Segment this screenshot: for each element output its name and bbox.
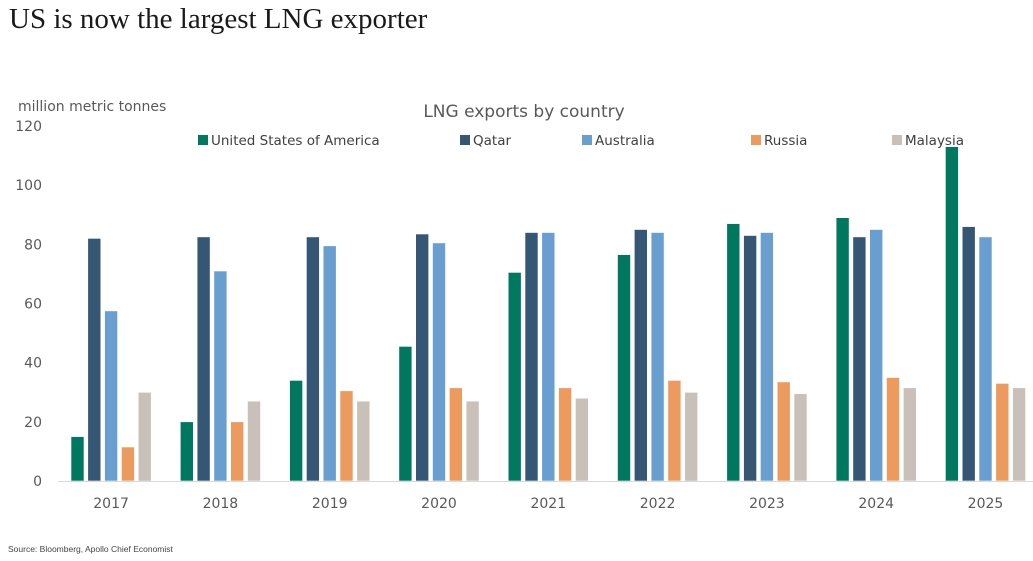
bar-australia-2024: [869, 229, 884, 482]
bar-australia-2020: [432, 242, 446, 482]
x-tick-label: 2025: [968, 496, 1004, 512]
bar-malaysia-2019: [356, 400, 371, 482]
bar-qatar-2021: [524, 232, 539, 482]
bar-russia-2019: [339, 390, 354, 482]
y-axis: 0 20 40 60 80 100 120: [15, 119, 42, 490]
x-tick-label: 2022: [640, 496, 676, 512]
x-tick-label: 2019: [312, 496, 348, 512]
bar-united-states-of-america-2023: [726, 223, 741, 482]
source-note: Source: Bloomberg, Apollo Chief Economis…: [8, 544, 173, 554]
bar-russia-2018: [230, 421, 244, 482]
bar-malaysia-2018: [247, 400, 261, 482]
bar-australia-2025: [978, 236, 993, 482]
bar-united-states-of-america-2024: [835, 217, 850, 482]
bar-russia-2025: [995, 383, 1010, 482]
bar-australia-2021: [541, 232, 556, 482]
legend-swatch: [751, 135, 761, 145]
legend-label: Qatar: [473, 133, 511, 149]
x-tick-label: 2020: [421, 496, 457, 512]
bar-malaysia-2020: [465, 400, 480, 482]
x-tick-label: 2017: [93, 496, 129, 512]
y-tick-label: 0: [33, 474, 42, 490]
chart-title: LNG exports by country: [423, 102, 624, 122]
bar-russia-2020: [448, 387, 463, 482]
legend-label: United States of America: [211, 133, 380, 149]
bar-qatar-2023: [743, 235, 757, 482]
y-axis-label: million metric tonnes: [18, 99, 166, 115]
bar-united-states-of-america-2020: [398, 346, 413, 482]
x-tick-label: 2024: [858, 496, 894, 512]
bar-malaysia-2017: [137, 391, 152, 482]
bar-qatar-2025: [961, 226, 976, 482]
y-tick-label: 80: [24, 237, 42, 253]
bar-russia-2017: [121, 446, 135, 482]
bar-qatar-2019: [306, 236, 320, 482]
bar-united-states-of-america-2025: [945, 146, 959, 482]
x-tick-label: 2018: [203, 496, 239, 512]
bar-malaysia-2021: [575, 397, 589, 482]
bar-australia-2022: [650, 232, 665, 482]
x-tick-label: 2021: [530, 496, 566, 512]
x-tick-label: 2023: [749, 496, 785, 512]
bar-russia-2023: [776, 381, 791, 482]
y-tick-label: 100: [15, 178, 42, 194]
bar-qatar-2024: [852, 236, 867, 482]
bar-united-states-of-america-2017: [70, 436, 85, 482]
legend-swatch: [892, 135, 902, 145]
legend-label: Australia: [595, 133, 655, 149]
bar-united-states-of-america-2018: [180, 421, 194, 482]
y-tick-label: 40: [24, 356, 42, 372]
bar-qatar-2017: [87, 238, 102, 482]
bar-malaysia-2023: [793, 393, 808, 482]
y-tick-label: 60: [24, 297, 42, 313]
legend-swatch: [198, 135, 208, 145]
bar-australia-2018: [213, 270, 228, 482]
page-title: US is now the largest LNG exporter: [9, 3, 428, 35]
bar-australia-2019: [322, 245, 337, 482]
bar-russia-2021: [558, 387, 572, 482]
y-tick-label: 120: [15, 119, 42, 135]
bar-australia-2023: [760, 232, 774, 482]
x-axis: 2017 2018 2019 2020 2021 2022 2023 2024 2025: [93, 496, 1003, 512]
bar-qatar-2018: [196, 236, 211, 482]
legend-swatch: [582, 135, 592, 145]
bar-united-states-of-america-2021: [507, 272, 522, 482]
bar-malaysia-2024: [902, 387, 917, 482]
y-tick-label: 20: [24, 415, 42, 431]
bar-russia-2024: [886, 377, 900, 482]
bars: [70, 146, 1026, 482]
bar-malaysia-2022: [684, 391, 699, 482]
bar-russia-2022: [667, 380, 682, 482]
bar-united-states-of-america-2019: [289, 380, 303, 482]
legend: United States of America Qatar Australia Ru…: [198, 133, 964, 149]
bar-australia-2017: [104, 310, 118, 482]
legend-swatch: [460, 135, 470, 145]
bar-malaysia-2025: [1012, 387, 1026, 482]
legend-label: Malaysia: [905, 133, 964, 149]
legend-label: Russia: [764, 133, 807, 149]
bar-qatar-2022: [633, 229, 648, 482]
bar-qatar-2020: [415, 233, 430, 482]
bar-united-states-of-america-2022: [617, 254, 631, 482]
